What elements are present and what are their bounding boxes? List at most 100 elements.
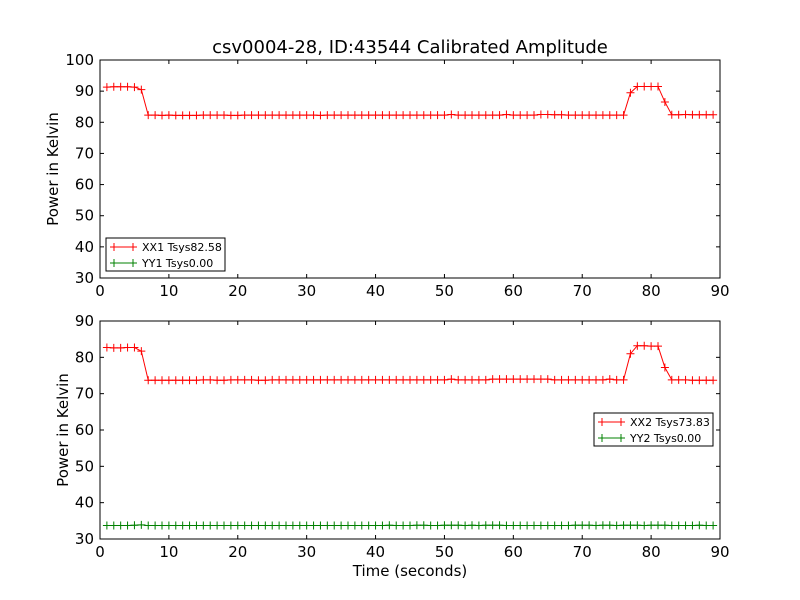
data-point <box>206 375 215 384</box>
data-point <box>206 521 215 530</box>
y-tick-label: 90 <box>75 312 94 330</box>
data-point <box>523 111 532 120</box>
data-point <box>206 111 215 120</box>
data-point <box>199 111 208 120</box>
data-point <box>447 110 456 119</box>
data-point <box>605 521 614 530</box>
x-tick-label: 90 <box>710 282 729 300</box>
data-point <box>171 111 180 120</box>
data-point <box>302 111 311 120</box>
data-point <box>282 375 290 384</box>
x-tick-label: 40 <box>366 282 385 300</box>
x-tick-label: 20 <box>228 543 247 561</box>
data-point <box>302 521 311 530</box>
y-tick-label: 30 <box>75 269 94 287</box>
data-point <box>688 376 697 385</box>
data-point <box>213 521 222 530</box>
data-point <box>633 341 642 350</box>
data-point <box>447 375 456 384</box>
x-tick-label: 10 <box>159 543 178 561</box>
data-point <box>254 376 263 385</box>
data-point <box>474 111 483 120</box>
data-point <box>282 111 290 120</box>
data-point <box>454 375 463 384</box>
data-point <box>220 521 228 530</box>
data-point <box>426 111 435 120</box>
data-point <box>392 111 401 120</box>
data-point <box>240 111 249 120</box>
data-point <box>709 521 718 530</box>
data-point <box>323 375 332 384</box>
data-point <box>233 375 242 384</box>
data-point <box>392 521 401 530</box>
data-point <box>330 521 339 530</box>
data-point <box>674 375 683 384</box>
data-point <box>261 111 270 120</box>
data-point <box>240 521 249 530</box>
data-point <box>564 111 573 120</box>
y-tick-label: 50 <box>75 207 94 225</box>
data-point <box>178 111 187 120</box>
data-point <box>316 521 325 530</box>
data-point <box>364 111 373 120</box>
data-point <box>688 110 697 119</box>
data-point <box>116 343 125 352</box>
data-point <box>447 521 456 530</box>
legend-box <box>593 412 714 447</box>
data-point <box>288 375 297 384</box>
data-point <box>481 111 490 120</box>
data-point <box>233 111 242 120</box>
data-point <box>288 111 297 120</box>
legend: XX1 Tsys82.58 YY1 Tsys0.00 <box>105 237 226 272</box>
data-point <box>350 111 359 120</box>
data-point <box>412 521 421 530</box>
data-point <box>371 521 380 530</box>
data-point <box>454 111 463 120</box>
data-point <box>709 110 718 119</box>
data-point <box>709 376 718 385</box>
data-point <box>261 521 270 530</box>
data-point <box>357 375 366 384</box>
data-point <box>213 376 222 385</box>
data-point <box>695 376 704 385</box>
data-point <box>399 521 408 530</box>
data-point <box>185 521 194 530</box>
data-point <box>385 521 394 530</box>
data-point <box>371 111 380 120</box>
data-point <box>509 375 518 384</box>
y-tick-label: 70 <box>75 385 94 403</box>
data-point <box>654 521 662 530</box>
y-tick-label: 80 <box>75 348 94 366</box>
data-point <box>109 82 118 91</box>
x-tick-label: 60 <box>504 282 523 300</box>
data-point <box>116 82 125 91</box>
data-point <box>654 342 662 351</box>
y-tick-label: 30 <box>75 530 94 548</box>
data-point <box>488 375 497 384</box>
legend-marker <box>129 259 137 267</box>
axes-frame <box>99 59 721 279</box>
data-point <box>536 521 545 530</box>
data-point <box>592 521 600 530</box>
x-tick-label: 10 <box>159 282 178 300</box>
y-tick-label: 50 <box>75 457 94 475</box>
data-point <box>164 111 173 120</box>
data-point <box>130 83 139 92</box>
data-point <box>178 376 187 385</box>
data-point <box>247 375 256 384</box>
data-point <box>461 375 470 384</box>
data-point <box>530 375 538 384</box>
data-point <box>660 363 669 372</box>
data-point <box>295 375 304 384</box>
x-tick-label: 80 <box>642 282 661 300</box>
data-point <box>530 521 538 530</box>
data-point <box>109 343 118 352</box>
data-point <box>240 375 249 384</box>
data-point <box>474 521 483 530</box>
data-point <box>426 375 435 384</box>
data-point <box>357 111 366 120</box>
data-point <box>543 521 552 530</box>
data-point <box>605 111 614 120</box>
legend-marker <box>110 259 118 267</box>
data-point <box>640 82 649 91</box>
